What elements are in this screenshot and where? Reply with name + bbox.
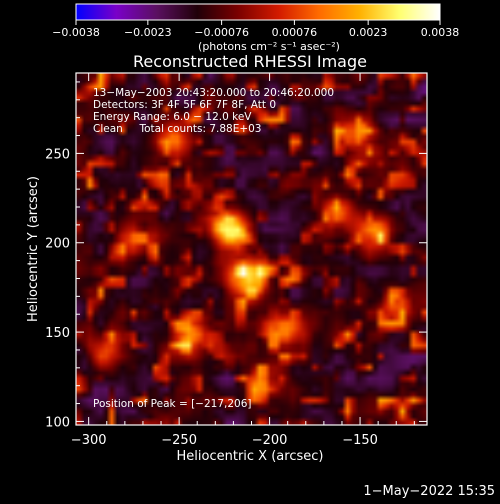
- colorbar-tick-label: 0.0023: [349, 26, 388, 39]
- x-tick-label: −300: [71, 433, 107, 448]
- x-tick-label: −200: [252, 433, 288, 448]
- colorbar-tick-label: 0.00076: [272, 26, 318, 39]
- colorbar-tick-label: −0.00076: [194, 26, 249, 39]
- y-tick-label: 250: [45, 147, 70, 162]
- annotation-total-counts: Clean Total counts: 7.88E+03: [93, 123, 262, 135]
- annotation-block: 13−May−2003 20:43:20.000 to 20:46:20.000…: [93, 87, 334, 410]
- annotation-detectors: Detectors: 3F 4F 5F 6F 7F 8F, Att 0: [93, 99, 276, 111]
- x-tick-label: −250: [161, 433, 197, 448]
- plot-area: −300 −250 −200 −150 100 150 200 250: [45, 72, 428, 448]
- annotation-peak-position: Position of Peak = [−217,206]: [93, 398, 252, 410]
- x-tick-label: −150: [342, 433, 378, 448]
- heatmap-image: [76, 73, 427, 425]
- y-tick-label: 150: [45, 326, 70, 341]
- annotation-time-range: 13−May−2003 20:43:20.000 to 20:46:20.000: [93, 87, 334, 99]
- annotation-energy-range: Energy Range: 6.0 − 12.0 keV: [93, 111, 252, 123]
- colorbar-tick-label: −0.0023: [124, 26, 172, 39]
- colorbar-gradient: [76, 4, 440, 20]
- colorbar-unit-label: (photons cm⁻² s⁻¹ asec⁻²): [198, 40, 340, 53]
- colorbar-tick-label: 0.0038: [421, 26, 460, 39]
- footer-timestamp: 1−May−2022 15:35: [363, 484, 495, 499]
- colorbar: −0.0038 −0.0023 −0.00076 0.00076 0.0023 0.003…: [52, 3, 460, 53]
- colorbar-frame: [75, 3, 441, 21]
- x-axis-title: Heliocentric X (arcsec): [177, 449, 324, 464]
- colorbar-tick-label: −0.0038: [52, 26, 100, 39]
- y-tick-label: 200: [45, 237, 70, 252]
- y-tick-label: 100: [45, 415, 70, 430]
- chart-title: Reconstructed RHESSI Image: [133, 52, 367, 71]
- y-axis-title: Heliocentric Y (arcsec): [26, 176, 41, 322]
